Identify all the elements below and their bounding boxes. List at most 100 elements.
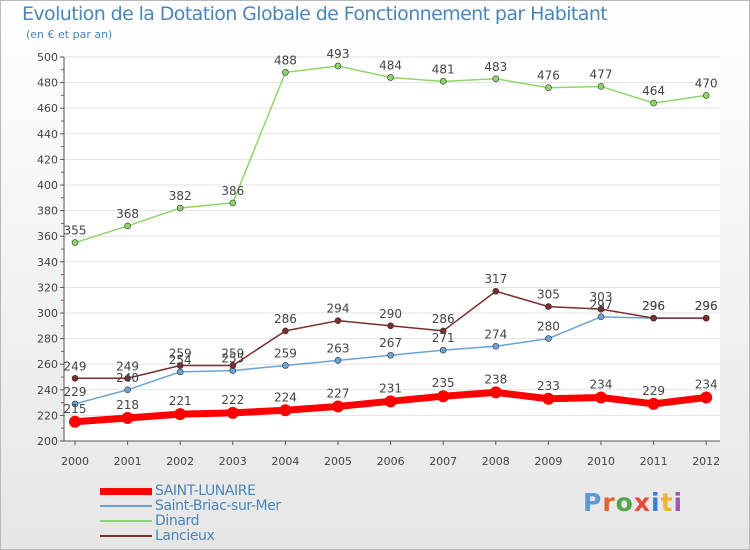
data-label: 249 [116, 359, 139, 373]
data-label: 231 [379, 381, 402, 395]
data-point [176, 204, 184, 212]
data-point [492, 342, 500, 350]
y-tick-label: 280 [37, 333, 58, 346]
data-point [437, 390, 450, 403]
proxiti-logo: Proxiti [583, 488, 683, 517]
legend-swatch [100, 520, 152, 522]
data-label: 488 [274, 53, 297, 67]
logo-letter: o [615, 488, 634, 517]
data-point [387, 351, 394, 359]
data-label: 235 [432, 376, 455, 390]
legend-item: SAINT-LUNAIRE [100, 484, 360, 499]
data-point [702, 314, 710, 322]
data-label: 229 [64, 385, 87, 399]
data-point [439, 346, 447, 354]
plot-area [64, 57, 720, 441]
x-tick-label: 2002 [166, 455, 194, 468]
data-label: 263 [327, 341, 350, 355]
data-label: 481 [432, 62, 455, 76]
data-point [176, 368, 184, 376]
legend-item: Saint-Briac-sur-Mer [100, 499, 360, 514]
y-tick-label: 420 [37, 153, 58, 166]
legend: SAINT-LUNAIRE Saint-Briac-sur-Mer Dinard La… [100, 484, 360, 544]
y-tick-label: 340 [37, 256, 58, 269]
y-tick-label: 220 [37, 409, 58, 422]
y-tick-label: 460 [37, 102, 58, 115]
axes: 200 220 240 260 280 300 320 340 360 380 400 420 440 4… [37, 51, 720, 468]
x-tick-label: 2006 [377, 455, 405, 468]
y-tick-label: 300 [37, 307, 58, 320]
x-tick-label: 2005 [324, 455, 352, 468]
data-label: 303 [590, 290, 613, 304]
data-point [650, 314, 657, 322]
data-label: 296 [695, 299, 718, 313]
data-point [71, 374, 79, 382]
data-point [332, 400, 344, 413]
logo-letter: i [651, 488, 661, 517]
data-label: 229 [642, 384, 665, 398]
x-tick-label: 2009 [534, 455, 562, 468]
series-lines [69, 62, 713, 428]
data-label: 297 [590, 298, 613, 312]
data-point [387, 74, 394, 81]
x-tick-label: 2004 [271, 455, 299, 468]
data-label: 386 [221, 184, 244, 198]
data-label: 215 [64, 402, 87, 416]
data-label: 259 [274, 346, 297, 360]
legend-label: Dinard [155, 513, 200, 529]
data-point [647, 397, 660, 410]
data-label: 218 [116, 398, 139, 412]
data-label: 296 [642, 299, 665, 313]
data-label: 249 [64, 359, 87, 373]
data-label: 305 [537, 288, 560, 302]
data-point [387, 322, 394, 330]
legend-label: Lancieux [155, 528, 215, 544]
data-point [384, 395, 397, 408]
data-point [700, 391, 713, 404]
y-tick-label: 500 [37, 51, 58, 64]
data-label: 238 [484, 372, 507, 386]
data-point [492, 287, 500, 295]
data-label: 294 [327, 302, 350, 316]
data-label: 483 [484, 60, 507, 74]
data-label: 476 [537, 69, 560, 83]
data-point [545, 84, 552, 92]
data-point [439, 327, 447, 335]
data-label: 234 [590, 377, 613, 391]
data-label: 280 [537, 320, 560, 334]
data-label: 254 [169, 353, 192, 367]
data-point [282, 362, 289, 369]
data-label: 240 [116, 371, 139, 385]
data-label: 355 [64, 224, 87, 238]
data-point [279, 404, 292, 417]
data-point [174, 408, 187, 421]
data-label: 255 [221, 352, 244, 366]
data-point [226, 406, 239, 419]
data-point [69, 415, 81, 428]
x-tick-label: 2010 [587, 455, 615, 468]
legend-label: SAINT-LUNAIRE [155, 483, 256, 499]
data-point [542, 392, 555, 405]
data-label: 477 [590, 67, 613, 81]
y-tick-label: 480 [37, 77, 58, 90]
logo-letter: r [602, 488, 616, 517]
y-tick-label: 400 [37, 179, 58, 192]
data-point [71, 400, 79, 408]
data-label: 296 [695, 299, 718, 313]
logo-letter: P [583, 488, 603, 517]
data-point [176, 362, 184, 369]
grid-lines [64, 56, 720, 442]
data-label: 222 [221, 393, 244, 407]
legend-label: Saint-Briac-sur-Mer [155, 498, 281, 514]
data-point [650, 99, 657, 107]
x-tick-label: 2003 [219, 455, 247, 468]
data-label: 493 [327, 47, 350, 61]
y-tick-label: 320 [37, 281, 58, 294]
data-point [282, 69, 289, 76]
data-point [71, 239, 79, 246]
data-point [597, 313, 605, 321]
y-tick-label: 440 [37, 128, 58, 141]
data-point [489, 386, 502, 399]
x-tick-label: 2007 [429, 455, 457, 468]
logo-letter: t [660, 488, 674, 517]
